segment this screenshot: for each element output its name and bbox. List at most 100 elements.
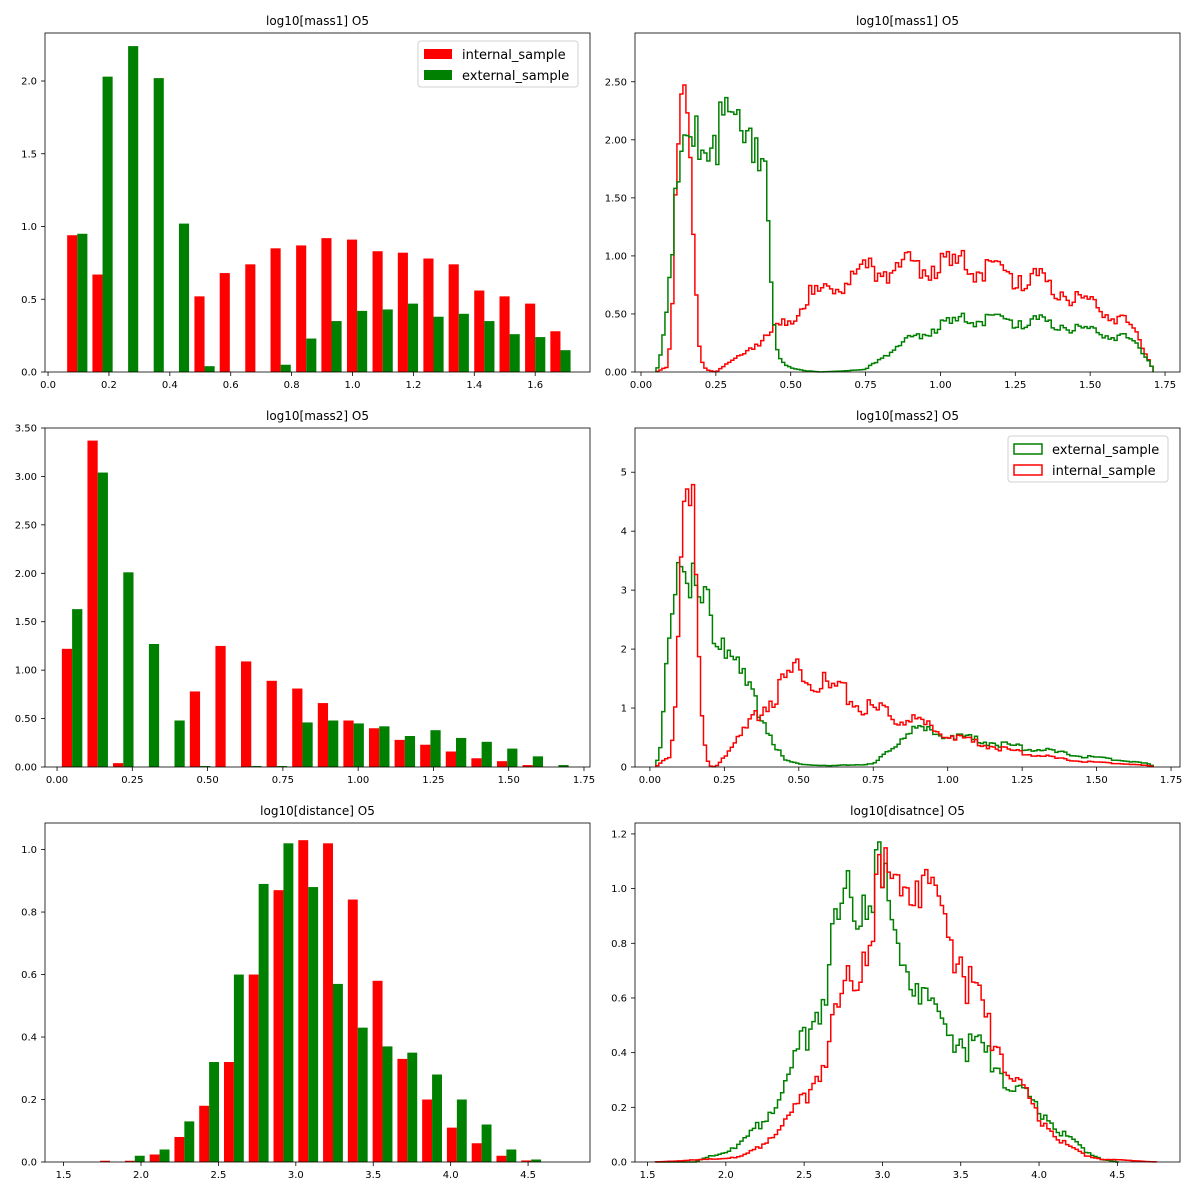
bar xyxy=(102,76,113,372)
x-tick-label: 1.75 xyxy=(1154,380,1176,391)
subplot-mass2-step: log10[mass2] O5 0.00 0.25 0.50 0.75 1.00 1.25… xyxy=(621,409,1183,786)
bar xyxy=(445,751,457,767)
x-tick-label: 1.50 xyxy=(1085,775,1107,786)
bar xyxy=(92,274,103,372)
x-tick-label: 0.75 xyxy=(854,380,876,391)
axes-frame xyxy=(634,822,1181,1163)
subplot-title: log10[mass1] O5 xyxy=(856,14,959,28)
y-tick-label: 2.50 xyxy=(605,77,627,88)
y-tick-label: 0.6 xyxy=(611,993,627,1004)
bar xyxy=(448,264,459,372)
y-tick-label: 2.00 xyxy=(605,135,627,146)
x-tick-label: 0.50 xyxy=(788,775,810,786)
bar xyxy=(446,1127,457,1162)
axes-frame xyxy=(634,427,1181,768)
x-tick-label: 0.25 xyxy=(121,775,143,786)
bar xyxy=(481,1124,492,1162)
y-tick-label: 3.00 xyxy=(15,472,37,483)
bar xyxy=(245,264,256,372)
x-tick-label: 1.4 xyxy=(466,380,482,391)
legend-swatch-external_sample xyxy=(424,70,452,80)
bar xyxy=(308,887,319,1162)
y-tick-label: 0.5 xyxy=(21,295,37,306)
bar xyxy=(123,572,134,767)
bar-series-external_sample xyxy=(77,46,571,373)
bar xyxy=(321,238,332,372)
bar xyxy=(379,726,390,767)
bar xyxy=(178,223,190,372)
x-tick-label: 1.00 xyxy=(929,380,951,391)
bar xyxy=(331,321,342,372)
bar xyxy=(372,980,383,1162)
x-tick-label: 0.4 xyxy=(162,380,178,391)
x-tick-label: 0.75 xyxy=(862,775,884,786)
bar xyxy=(223,1062,234,1162)
bar xyxy=(159,1149,170,1162)
bar xyxy=(404,736,416,767)
x-tick-label: 2.5 xyxy=(796,1170,812,1181)
x-tick-label: 1.2 xyxy=(405,380,421,391)
plot-area xyxy=(100,840,542,1162)
bar xyxy=(209,1062,220,1162)
y-tick-label: 0.0 xyxy=(21,1158,37,1169)
x-tick-label: 3.0 xyxy=(874,1170,890,1181)
bar xyxy=(174,720,185,767)
x-tick-label: 1.6 xyxy=(527,380,543,391)
bar xyxy=(430,730,441,767)
bar xyxy=(509,334,520,372)
bar xyxy=(266,680,277,767)
x-tick-label: 2.0 xyxy=(718,1170,734,1181)
bar xyxy=(423,258,434,372)
x-tick-label: 0.2 xyxy=(101,380,117,391)
y-tick-label: 1.00 xyxy=(15,666,37,677)
bar xyxy=(499,296,510,372)
bar xyxy=(507,748,518,767)
bar xyxy=(317,703,329,767)
bar xyxy=(372,251,383,372)
x-tick-label: 0.00 xyxy=(639,775,661,786)
y-tick-label: 1.0 xyxy=(611,884,627,895)
bar xyxy=(550,331,561,372)
step-line-external_sample xyxy=(655,561,1154,767)
bar xyxy=(522,765,533,767)
subplot-distance-step: log10[disatnce] O5 1.5 2.0 2.5 3.0 3.5 4.0 4.5… xyxy=(611,804,1181,1181)
y-tick-label: 2.50 xyxy=(15,520,37,531)
bar xyxy=(456,1099,467,1162)
y-tick-label: 0 xyxy=(621,763,627,774)
bar xyxy=(61,648,73,767)
x-tick-label: 2.0 xyxy=(133,1170,149,1181)
bar xyxy=(357,1027,368,1162)
y-tick-label: 0.8 xyxy=(611,939,627,950)
bar xyxy=(471,1143,482,1162)
bar xyxy=(382,1046,393,1162)
y-tick-label: 0.2 xyxy=(21,1095,37,1106)
plot-area xyxy=(67,46,571,373)
bar xyxy=(77,233,88,372)
bar xyxy=(87,440,98,767)
bar xyxy=(283,843,294,1162)
bar xyxy=(189,691,201,767)
x-tick-label: 4.0 xyxy=(1031,1170,1047,1181)
bar xyxy=(481,741,492,767)
legend-box xyxy=(417,40,579,88)
bar-series-external_sample xyxy=(134,843,542,1162)
x-tick-label: 0.75 xyxy=(272,775,294,786)
bar xyxy=(535,337,546,372)
y-tick-label: 2.0 xyxy=(21,77,37,88)
bar xyxy=(433,316,444,372)
bar xyxy=(241,661,252,767)
y-tick-label: 0.0 xyxy=(611,1158,627,1169)
axes-frame xyxy=(44,822,591,1163)
y-tick-label: 3 xyxy=(621,586,627,597)
legend-swatch-internal_sample xyxy=(424,49,452,59)
bar xyxy=(347,899,358,1162)
subplot-title: log10[mass1] O5 xyxy=(266,14,369,28)
bar xyxy=(134,1155,145,1162)
y-tick-label: 0.8 xyxy=(21,908,37,919)
axes-frame xyxy=(44,427,591,768)
x-tick-label: 0.50 xyxy=(780,380,802,391)
bar xyxy=(560,350,571,372)
bar-series-internal_sample xyxy=(67,235,561,372)
y-tick-label: 5 xyxy=(621,468,627,479)
